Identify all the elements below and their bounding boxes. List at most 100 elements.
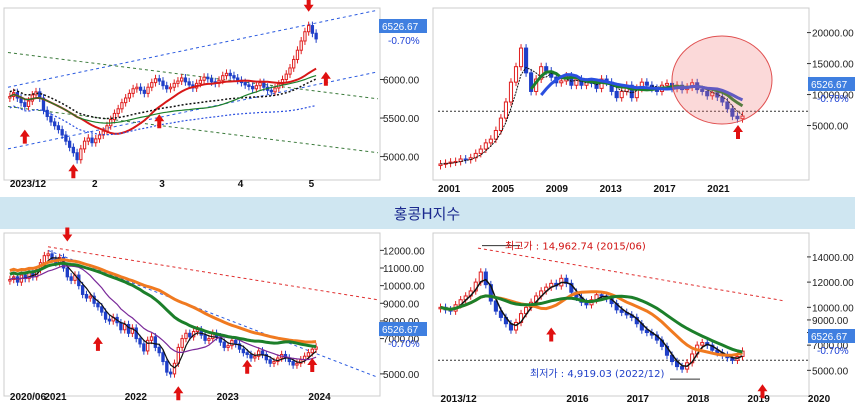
- candle-body: [26, 100, 31, 107]
- candle-body: [202, 76, 206, 81]
- candle-body: [100, 306, 104, 313]
- section-title: 홍콩H지수: [394, 205, 460, 223]
- candle-body: [524, 47, 529, 74]
- signal-arrow-icon: [19, 129, 30, 144]
- candle-body: [680, 366, 685, 370]
- last-change: -0.70%: [388, 339, 420, 350]
- candle-body: [559, 80, 564, 84]
- candle-body: [135, 86, 139, 90]
- candle-body: [88, 295, 92, 299]
- candle-body: [295, 362, 299, 366]
- candle-body: [303, 31, 307, 42]
- candle-body: [539, 66, 544, 80]
- candle-body: [664, 82, 670, 86]
- last-value-badge: [379, 19, 427, 33]
- candle-body: [498, 117, 503, 131]
- signal-arrow-icon: [733, 125, 743, 139]
- candle-body: [165, 85, 169, 90]
- candle-body: [92, 295, 96, 304]
- candle-body: [258, 82, 262, 87]
- candle-body: [42, 255, 47, 264]
- y-tick-label: 5000.00: [383, 153, 420, 164]
- candle-body: [103, 311, 108, 320]
- candle-body: [126, 323, 131, 334]
- candle-body: [310, 25, 315, 34]
- candle-body: [134, 327, 138, 340]
- candle-body: [234, 339, 238, 345]
- candle-body: [69, 276, 73, 281]
- plot-quarterly: 20000.00 15000.00 10000.00 5000.00 2001 2005 2…: [438, 29, 855, 195]
- signal-arrow-icon: [757, 384, 768, 399]
- candle-body: [269, 89, 273, 93]
- candle-body: [483, 271, 488, 286]
- candle-body: [253, 355, 257, 359]
- candle-body: [574, 78, 579, 86]
- candle-body: [165, 361, 169, 373]
- x-tick-label: 2020: [808, 394, 831, 405]
- x-tick-label: 2023/12: [10, 179, 47, 190]
- candle-body: [157, 78, 161, 82]
- candle-body: [90, 137, 94, 144]
- candle-body: [232, 75, 236, 79]
- candle-body: [138, 86, 143, 91]
- candle-body: [503, 101, 509, 119]
- candle-body: [262, 82, 266, 88]
- last-change: -0.70%: [817, 346, 849, 357]
- candle-body: [168, 86, 173, 90]
- candle-body: [310, 348, 314, 354]
- candle-body: [599, 294, 604, 297]
- signal-arrow-icon: [320, 71, 331, 86]
- highlight-circle: [671, 35, 773, 125]
- candle-body: [187, 81, 191, 86]
- candle-body: [518, 47, 524, 68]
- last-value: 6526.67: [811, 80, 848, 91]
- candle-body: [206, 76, 210, 80]
- candle-body: [130, 327, 135, 334]
- candle-body: [207, 338, 211, 341]
- candle-body: [288, 67, 292, 75]
- x-tick-label: 2016: [566, 394, 589, 405]
- candle-body: [228, 72, 232, 77]
- candle-body: [226, 345, 230, 348]
- candle-body: [127, 92, 132, 99]
- candle-body: [188, 332, 192, 338]
- candle-body: [172, 82, 176, 88]
- candle-body: [203, 334, 207, 341]
- candle-body: [221, 75, 225, 81]
- x-tick-label: 2013/12: [441, 394, 478, 405]
- ma-green-line: [440, 294, 743, 354]
- y-tick-label: 11000.00: [383, 264, 424, 275]
- candle-body: [86, 137, 90, 142]
- candle-body: [478, 148, 483, 154]
- candle-body: [56, 125, 61, 131]
- trendline-red: [477, 247, 786, 302]
- last-change: -0.70%: [817, 94, 849, 105]
- candle-body: [64, 134, 68, 142]
- last-value-badge: [808, 329, 855, 343]
- panel-weekly: 12000.0011000.0010000.009000.008000.0070…: [3, 227, 427, 403]
- candle-body: [172, 362, 177, 375]
- candle-body: [529, 72, 534, 92]
- candle-body: [60, 129, 64, 136]
- low-annotation: 최저가 : 4,919.03 (2022/12): [530, 368, 664, 380]
- candle-body: [49, 116, 53, 123]
- panel-daily: 6000.00 5500.00 5000.00 2023/12 2 3 4 5 6526.67 -…: [3, 0, 427, 190]
- candle-body: [82, 140, 87, 150]
- candle-body: [569, 282, 574, 293]
- ma-purple-line: [9, 265, 317, 361]
- trendline-blue: [47, 249, 379, 378]
- plot-daily: 6000.00 5500.00 5000.00 2023/12 2 3 4 5 6526.67 -…: [7, 0, 427, 190]
- candle-body: [149, 336, 154, 341]
- y-tick-label: 9000.00: [383, 299, 420, 310]
- ma-orange-line: [9, 258, 317, 344]
- y-tick-label: 14000.00: [812, 253, 854, 264]
- x-tick-label: 2020/06: [10, 392, 47, 403]
- signal-arrow-icon: [242, 359, 253, 374]
- x-tick-label: 2001: [438, 184, 461, 195]
- candle-body: [307, 25, 311, 33]
- candle-body: [142, 89, 146, 94]
- y-tick-label: 20000.00: [812, 29, 854, 40]
- candle-body: [254, 85, 259, 90]
- candle-body: [107, 318, 112, 322]
